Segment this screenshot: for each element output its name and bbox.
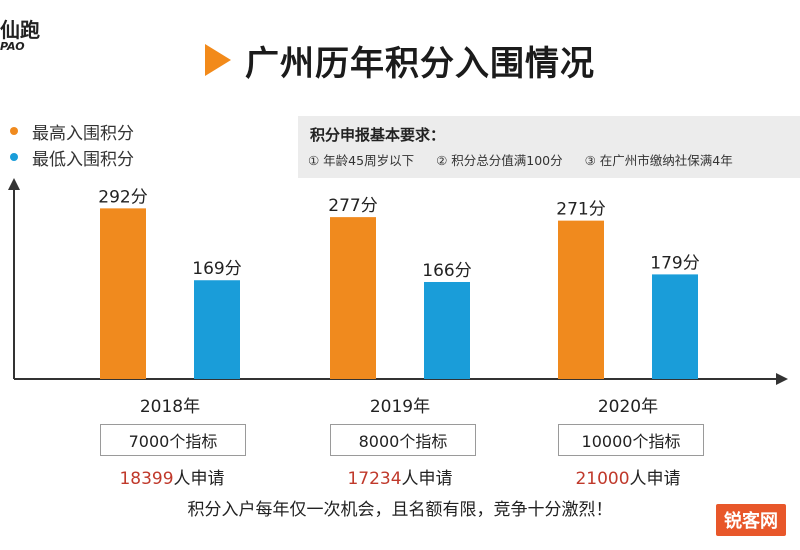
legend-dot-icon: [10, 127, 18, 135]
chart-bars: [100, 208, 698, 379]
legend-item-min: 最低入围积分: [10, 144, 134, 170]
bar-data-label: 271分: [556, 200, 605, 220]
bar-min-score: [194, 280, 240, 379]
application-count: 18399人申请: [87, 464, 257, 489]
application-count: 21000人申请: [543, 464, 713, 489]
application-suffix: 人申请: [401, 469, 453, 489]
application-suffix: 人申请: [629, 469, 681, 489]
corner-logo-cn: 仙跑: [0, 18, 40, 42]
bar-max-score: [558, 220, 604, 379]
bar-data-label: 166分: [422, 261, 471, 281]
requirements-title: 积分申报基本要求：: [310, 126, 446, 144]
requirements-box: 积分申报基本要求： ① 年龄45周岁以下 ② 积分总分值满100分 ③ 在广州市…: [298, 116, 800, 178]
legend-dot-icon: [10, 153, 18, 161]
corner-logo: 仙跑 PAO: [0, 20, 40, 52]
legend-item-max: 最高入围积分: [10, 118, 134, 144]
quota-box: 8000个指标: [330, 424, 476, 456]
application-number: 17234: [347, 469, 402, 489]
corner-logo-en: PAO: [0, 40, 25, 53]
requirement-item: ② 积分总分值满100分: [436, 153, 563, 168]
legend-label: 最低入围积分: [32, 149, 134, 170]
chart-bar-labels: 292分 277分 271分 169分 166分 179分: [98, 187, 699, 281]
play-triangle-icon: [205, 44, 231, 76]
bar-data-label: 179分: [650, 253, 699, 273]
x-tick-label: 2018年: [139, 397, 201, 417]
legend: 最高入围积分 最低入围积分: [10, 118, 134, 170]
y-axis-arrow-icon: [8, 178, 20, 190]
bar-max-score: [100, 208, 146, 379]
bar-data-label: 169分: [192, 259, 241, 279]
x-tick-label: 2019年: [369, 397, 431, 417]
bar-min-score: [652, 274, 698, 379]
brand-watermark: 锐客网: [716, 504, 786, 536]
requirement-item: ① 年龄45周岁以下: [308, 153, 415, 168]
x-tick-label: 2020年: [597, 397, 659, 417]
application-number: 18399: [119, 469, 174, 489]
quota-box: 10000个指标: [558, 424, 704, 456]
page-title: 广州历年积分入围情况: [245, 43, 595, 84]
quota-box: 7000个指标: [100, 424, 246, 456]
requirement-item: ③ 在广州市缴纳社保满4年: [584, 153, 733, 168]
footer-note: 积分入户每年仅一次机会，且名额有限，竞争十分激烈！: [187, 500, 613, 520]
legend-label: 最高入围积分: [32, 123, 134, 144]
application-number: 21000: [575, 469, 630, 489]
bar-max-score: [330, 217, 376, 379]
bar-min-score: [424, 281, 470, 379]
application-count: 17234人申请: [315, 464, 485, 489]
application-suffix: 人申请: [173, 469, 225, 489]
x-axis-arrow-icon: [776, 373, 788, 385]
title-block: 广州历年积分入围情况: [205, 38, 595, 84]
bar-data-label: 277分: [328, 196, 377, 216]
requirements-items: ① 年龄45周岁以下 ② 积分总分值满100分 ③ 在广州市缴纳社保满4年: [308, 150, 751, 169]
bar-data-label: 292分: [98, 187, 147, 207]
